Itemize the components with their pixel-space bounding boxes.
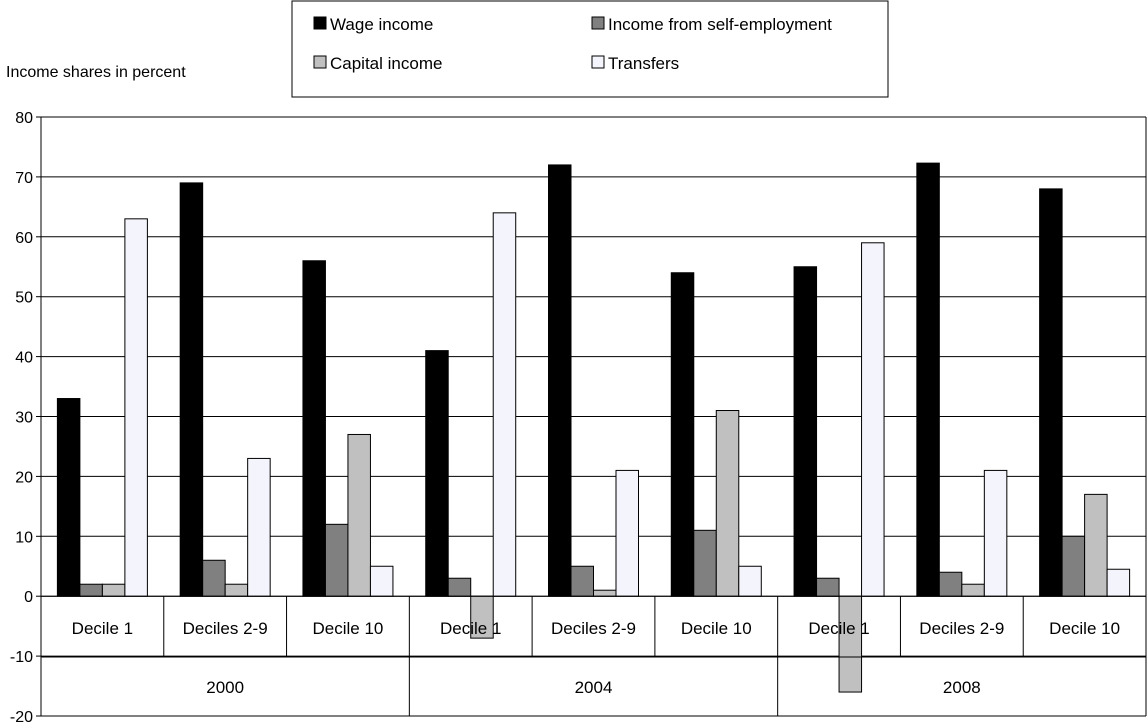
legend-box: [291, 0, 889, 98]
bar: [593, 589, 617, 597]
category-label: Deciles 2-9: [919, 619, 1004, 638]
legend-label: Wage income: [330, 15, 433, 34]
bar: [961, 583, 985, 597]
group-label: 2000: [206, 678, 244, 697]
bar: [715, 410, 740, 597]
y-tick-label: 80: [15, 110, 33, 127]
y-tick-label: 70: [15, 170, 33, 187]
y-tick-label: 20: [15, 469, 33, 486]
bar: [369, 565, 394, 597]
bar: [324, 523, 349, 597]
bar: [492, 212, 517, 597]
x-category-labels: Decile 1 Deciles 2-9 Decile 10 Decile 1 Deci…: [72, 619, 1120, 697]
category-label: Decile 10: [681, 619, 752, 638]
bar: [916, 162, 940, 597]
bar: [738, 565, 762, 597]
y-axis-label: Income shares in percent: [6, 64, 186, 81]
group-label: 2004: [575, 678, 613, 697]
bar: [1061, 535, 1086, 597]
bar: [1039, 188, 1063, 597]
bar: [670, 272, 695, 597]
legend-swatch: [591, 16, 605, 30]
y-tick-label: 10: [15, 529, 33, 546]
bar: [983, 469, 1008, 597]
category-label: Decile 10: [313, 619, 384, 638]
bar: [347, 433, 371, 597]
legend-swatch: [313, 16, 327, 30]
bar: [793, 266, 818, 597]
category-label: Decile 1: [440, 619, 501, 638]
bar: [124, 218, 148, 597]
bar: [56, 398, 81, 597]
bar: [838, 595, 863, 693]
y-tick-label: 40: [15, 350, 33, 367]
legend-label: Capital income: [330, 54, 442, 73]
bar: [938, 571, 963, 597]
y-tick-label: 50: [15, 290, 33, 307]
bars: [56, 162, 1131, 693]
legend-swatch: [313, 55, 327, 69]
bar: [1084, 493, 1108, 597]
category-label: Decile 1: [808, 619, 869, 638]
bar: [202, 559, 226, 597]
category-label: Deciles 2-9: [183, 619, 268, 638]
bar: [302, 260, 326, 597]
category-label: Deciles 2-9: [551, 619, 636, 638]
bar: [570, 565, 594, 597]
group-label: 2008: [943, 678, 981, 697]
bar: [1106, 568, 1131, 597]
bar: [79, 583, 103, 597]
y-tick-label: 0: [24, 589, 33, 606]
category-label: Decile 1: [72, 619, 133, 638]
y-tick-label: 30: [15, 410, 33, 427]
bar: [247, 457, 271, 597]
legend-swatch: [591, 55, 605, 69]
bar: [615, 469, 639, 597]
axes: [36, 116, 1147, 717]
bar: [861, 242, 885, 597]
bar: [693, 529, 717, 597]
legend-label: Transfers: [608, 54, 679, 73]
y-tick-label: 60: [15, 230, 33, 247]
bar: [816, 577, 840, 597]
bar: [224, 583, 249, 597]
bar: [447, 577, 472, 597]
category-label: Decile 10: [1049, 619, 1120, 638]
bar: [548, 164, 572, 597]
bar: [101, 583, 126, 597]
legend-label: Income from self-employment: [608, 15, 832, 34]
bar: [179, 182, 204, 597]
bar: [425, 350, 449, 597]
y-tick-label: -10: [10, 649, 33, 666]
y-tick-labels: -20 -10 0 10 20 30 40 50 60 70 80: [10, 110, 33, 726]
legend: Wage income Income from self-employment Ca…: [291, 0, 889, 98]
y-tick-label: -20: [10, 709, 33, 726]
